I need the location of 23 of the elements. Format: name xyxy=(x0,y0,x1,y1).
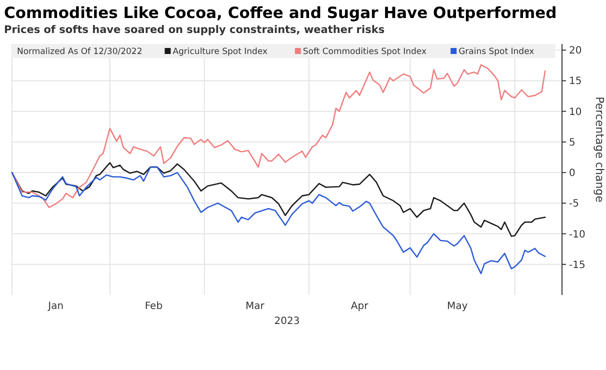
legend-label: Agriculture Spot Index xyxy=(172,47,268,57)
y-tick-label: -15 xyxy=(569,260,586,271)
x-tick-label: Mar xyxy=(246,301,266,312)
x-axis-title: 2023 xyxy=(274,316,300,327)
y-tick-label: 5 xyxy=(569,137,576,148)
y-tick-label: 20 xyxy=(569,46,582,57)
y-axis-title: Percentage change xyxy=(593,96,606,203)
line-series xyxy=(11,166,546,274)
x-tick-label: Feb xyxy=(144,301,163,312)
chart-title: Commodities Like Cocoa, Coffee and Sugar Have Outperformed xyxy=(4,4,557,22)
y-tick-label: 15 xyxy=(569,76,582,88)
y-tick-label: 10 xyxy=(569,106,582,118)
y-tick-label: 0 xyxy=(569,168,576,180)
legend-title: Normalized As Of 12/30/2022 xyxy=(17,47,142,57)
x-tick-label: Jan xyxy=(47,301,64,312)
chart-subtitle: Prices of softs have soared on supply constraints, weather risks xyxy=(4,24,385,36)
legend-label: Soft Commodities Spot Index xyxy=(302,47,427,57)
legend-label: Grains Spot Index xyxy=(458,47,534,57)
y-tick-label: -5 xyxy=(569,198,579,210)
line-series xyxy=(11,64,546,208)
y-tick-label: -10 xyxy=(569,229,586,240)
x-tick-label: Apr xyxy=(350,301,370,312)
x-tick-label: May xyxy=(447,301,468,312)
